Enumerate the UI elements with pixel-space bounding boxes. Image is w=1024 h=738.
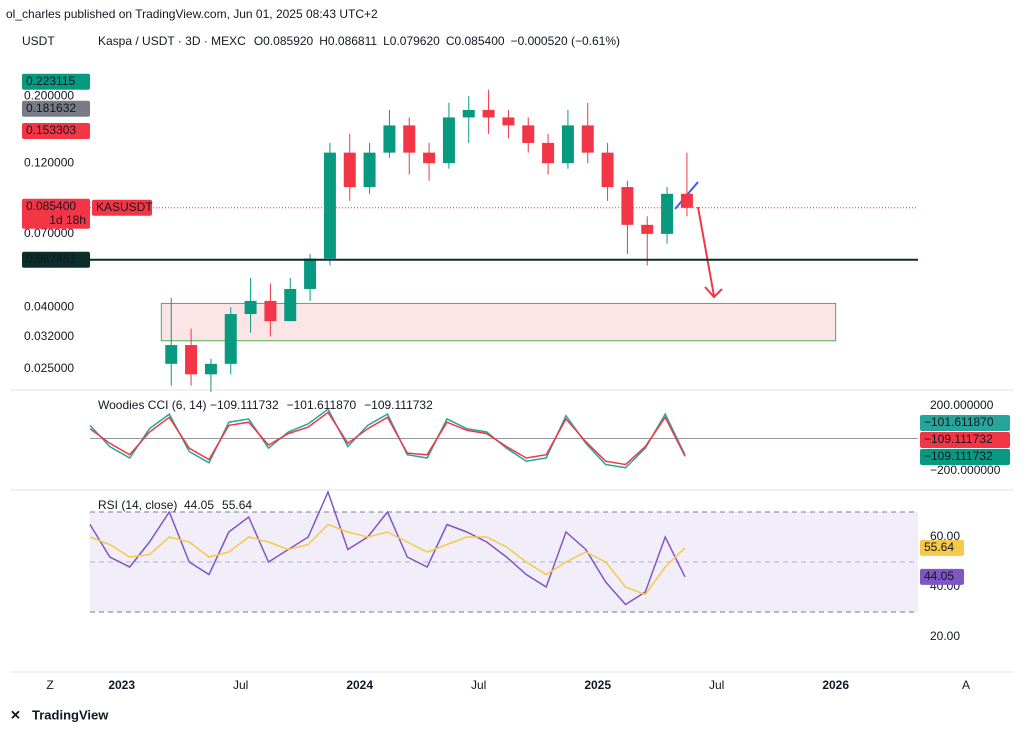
- y-tick-label: 0.032000: [24, 329, 74, 343]
- zone: [160, 302, 837, 342]
- candle-body: [442, 117, 455, 164]
- level-badge: 0.057451: [26, 252, 76, 266]
- countdown: 1d 18h: [49, 213, 86, 227]
- value-badge-bg: [920, 415, 1010, 431]
- indicator-line: [89, 408, 686, 469]
- candle-body: [482, 109, 495, 118]
- publisher: ol_charles published on TradingView.com,…: [6, 7, 378, 21]
- y-tick-label: 0.025000: [24, 361, 74, 375]
- value-badge: 44.05: [924, 569, 954, 583]
- candle-body: [502, 117, 515, 126]
- candle-body: [165, 345, 178, 364]
- price-badge: 0.181632: [26, 101, 76, 115]
- brand: TradingView: [32, 707, 109, 722]
- x-tick-label: 2025: [584, 678, 611, 692]
- y-tick-label: −200.000000: [930, 463, 1001, 477]
- candle-body: [323, 152, 336, 259]
- price-badge: 0.153303: [26, 123, 76, 137]
- candle-body: [383, 125, 396, 153]
- symbol-badge: KASUSDT: [96, 200, 153, 214]
- value-badge: −109.111732: [924, 432, 993, 446]
- legend-value: 55.64: [222, 498, 252, 512]
- candle-body: [621, 187, 634, 225]
- candle-body: [641, 224, 654, 234]
- x-tick-label: 2026: [822, 678, 849, 692]
- ohlc-value: 0.085400: [455, 34, 505, 48]
- indicator-line: [89, 489, 686, 606]
- candle-body: [581, 125, 594, 153]
- y-tick-label: 0.070000: [24, 226, 74, 240]
- value-badge-bg: [920, 539, 964, 556]
- value-badge: −101.611870: [924, 415, 994, 429]
- price-badge: 0.223115: [26, 74, 75, 88]
- last-price-label: 0.085400: [26, 199, 76, 213]
- value-badge-bg: [920, 449, 1010, 465]
- legend-value: −109.111732: [210, 398, 279, 412]
- ohlc-key: L: [383, 34, 390, 48]
- y-tick-label: 60.00: [930, 529, 960, 543]
- candle-body: [462, 109, 475, 118]
- level-badge-bg: [22, 251, 90, 268]
- symbol-title: Kaspa / USDT · 3D · MEXC: [98, 34, 246, 48]
- candle-body: [601, 152, 614, 188]
- ohlc-key: O: [254, 34, 263, 48]
- candle-body: [403, 125, 416, 153]
- y-tick-label: 0.200000: [24, 88, 74, 102]
- change: −0.000520 (−0.61%): [511, 34, 620, 48]
- symbol-badge-bg: [92, 199, 152, 216]
- x-tick-label: 2023: [108, 678, 135, 692]
- value-badge-bg: [920, 432, 1010, 448]
- tv-logo: ✕: [10, 707, 21, 722]
- x-tick-label: Jul: [709, 678, 724, 692]
- value-badge-bg: [920, 568, 964, 585]
- indicator-title: RSI (14, close): [98, 498, 177, 512]
- x-tick-label: Jul: [471, 678, 486, 692]
- x-tick-label: 2024: [346, 678, 373, 692]
- candle-body: [542, 142, 555, 164]
- candle-body: [304, 258, 317, 289]
- indicator-line: [89, 411, 686, 466]
- ohlc-key: H: [319, 34, 328, 48]
- ohlc-value: 0.085920: [263, 34, 313, 48]
- price-badge-bg: [22, 123, 90, 140]
- ohlc-value: 0.086811: [328, 34, 377, 48]
- a-button[interactable]: A: [962, 678, 970, 692]
- candle-body: [185, 345, 198, 375]
- candle-body: [522, 125, 535, 143]
- price-badge-bg: [22, 73, 90, 90]
- candle-body: [363, 152, 376, 188]
- candle-body: [284, 288, 297, 322]
- ohlc-value: 0.079620: [390, 34, 440, 48]
- candle-body: [244, 300, 257, 315]
- candle-body: [224, 314, 237, 364]
- price-badge-bg: [22, 100, 90, 117]
- candle-body: [680, 193, 693, 208]
- value-badge: −109.111732: [924, 449, 993, 463]
- currency: USDT: [22, 34, 55, 48]
- y-tick-label: 0.120000: [24, 155, 74, 169]
- ohlc-key: C: [446, 34, 455, 48]
- candle-body: [343, 152, 356, 188]
- legend-value: −101.611870: [287, 398, 357, 412]
- y-tick-label: 20.00: [930, 629, 960, 643]
- indicator-line: [89, 523, 686, 596]
- projection-arrow: [697, 206, 723, 299]
- z-button[interactable]: Z: [46, 678, 53, 692]
- y-tick-label: 200.000000: [930, 398, 994, 412]
- indicator-title: Woodies CCI (6, 14): [98, 398, 207, 412]
- legend-value: 44.05: [184, 498, 214, 512]
- candle-body: [661, 193, 674, 234]
- value-badge: 55.64: [924, 540, 954, 554]
- x-tick-label: Jul: [233, 678, 248, 692]
- last-price-bg: [22, 198, 90, 229]
- candle-body: [204, 363, 217, 375]
- legend-value: −109.111732: [364, 398, 433, 412]
- candle-body: [423, 152, 436, 164]
- candle-body: [561, 125, 574, 164]
- candle-body: [264, 300, 277, 322]
- y-tick-label: 0.040000: [24, 299, 74, 313]
